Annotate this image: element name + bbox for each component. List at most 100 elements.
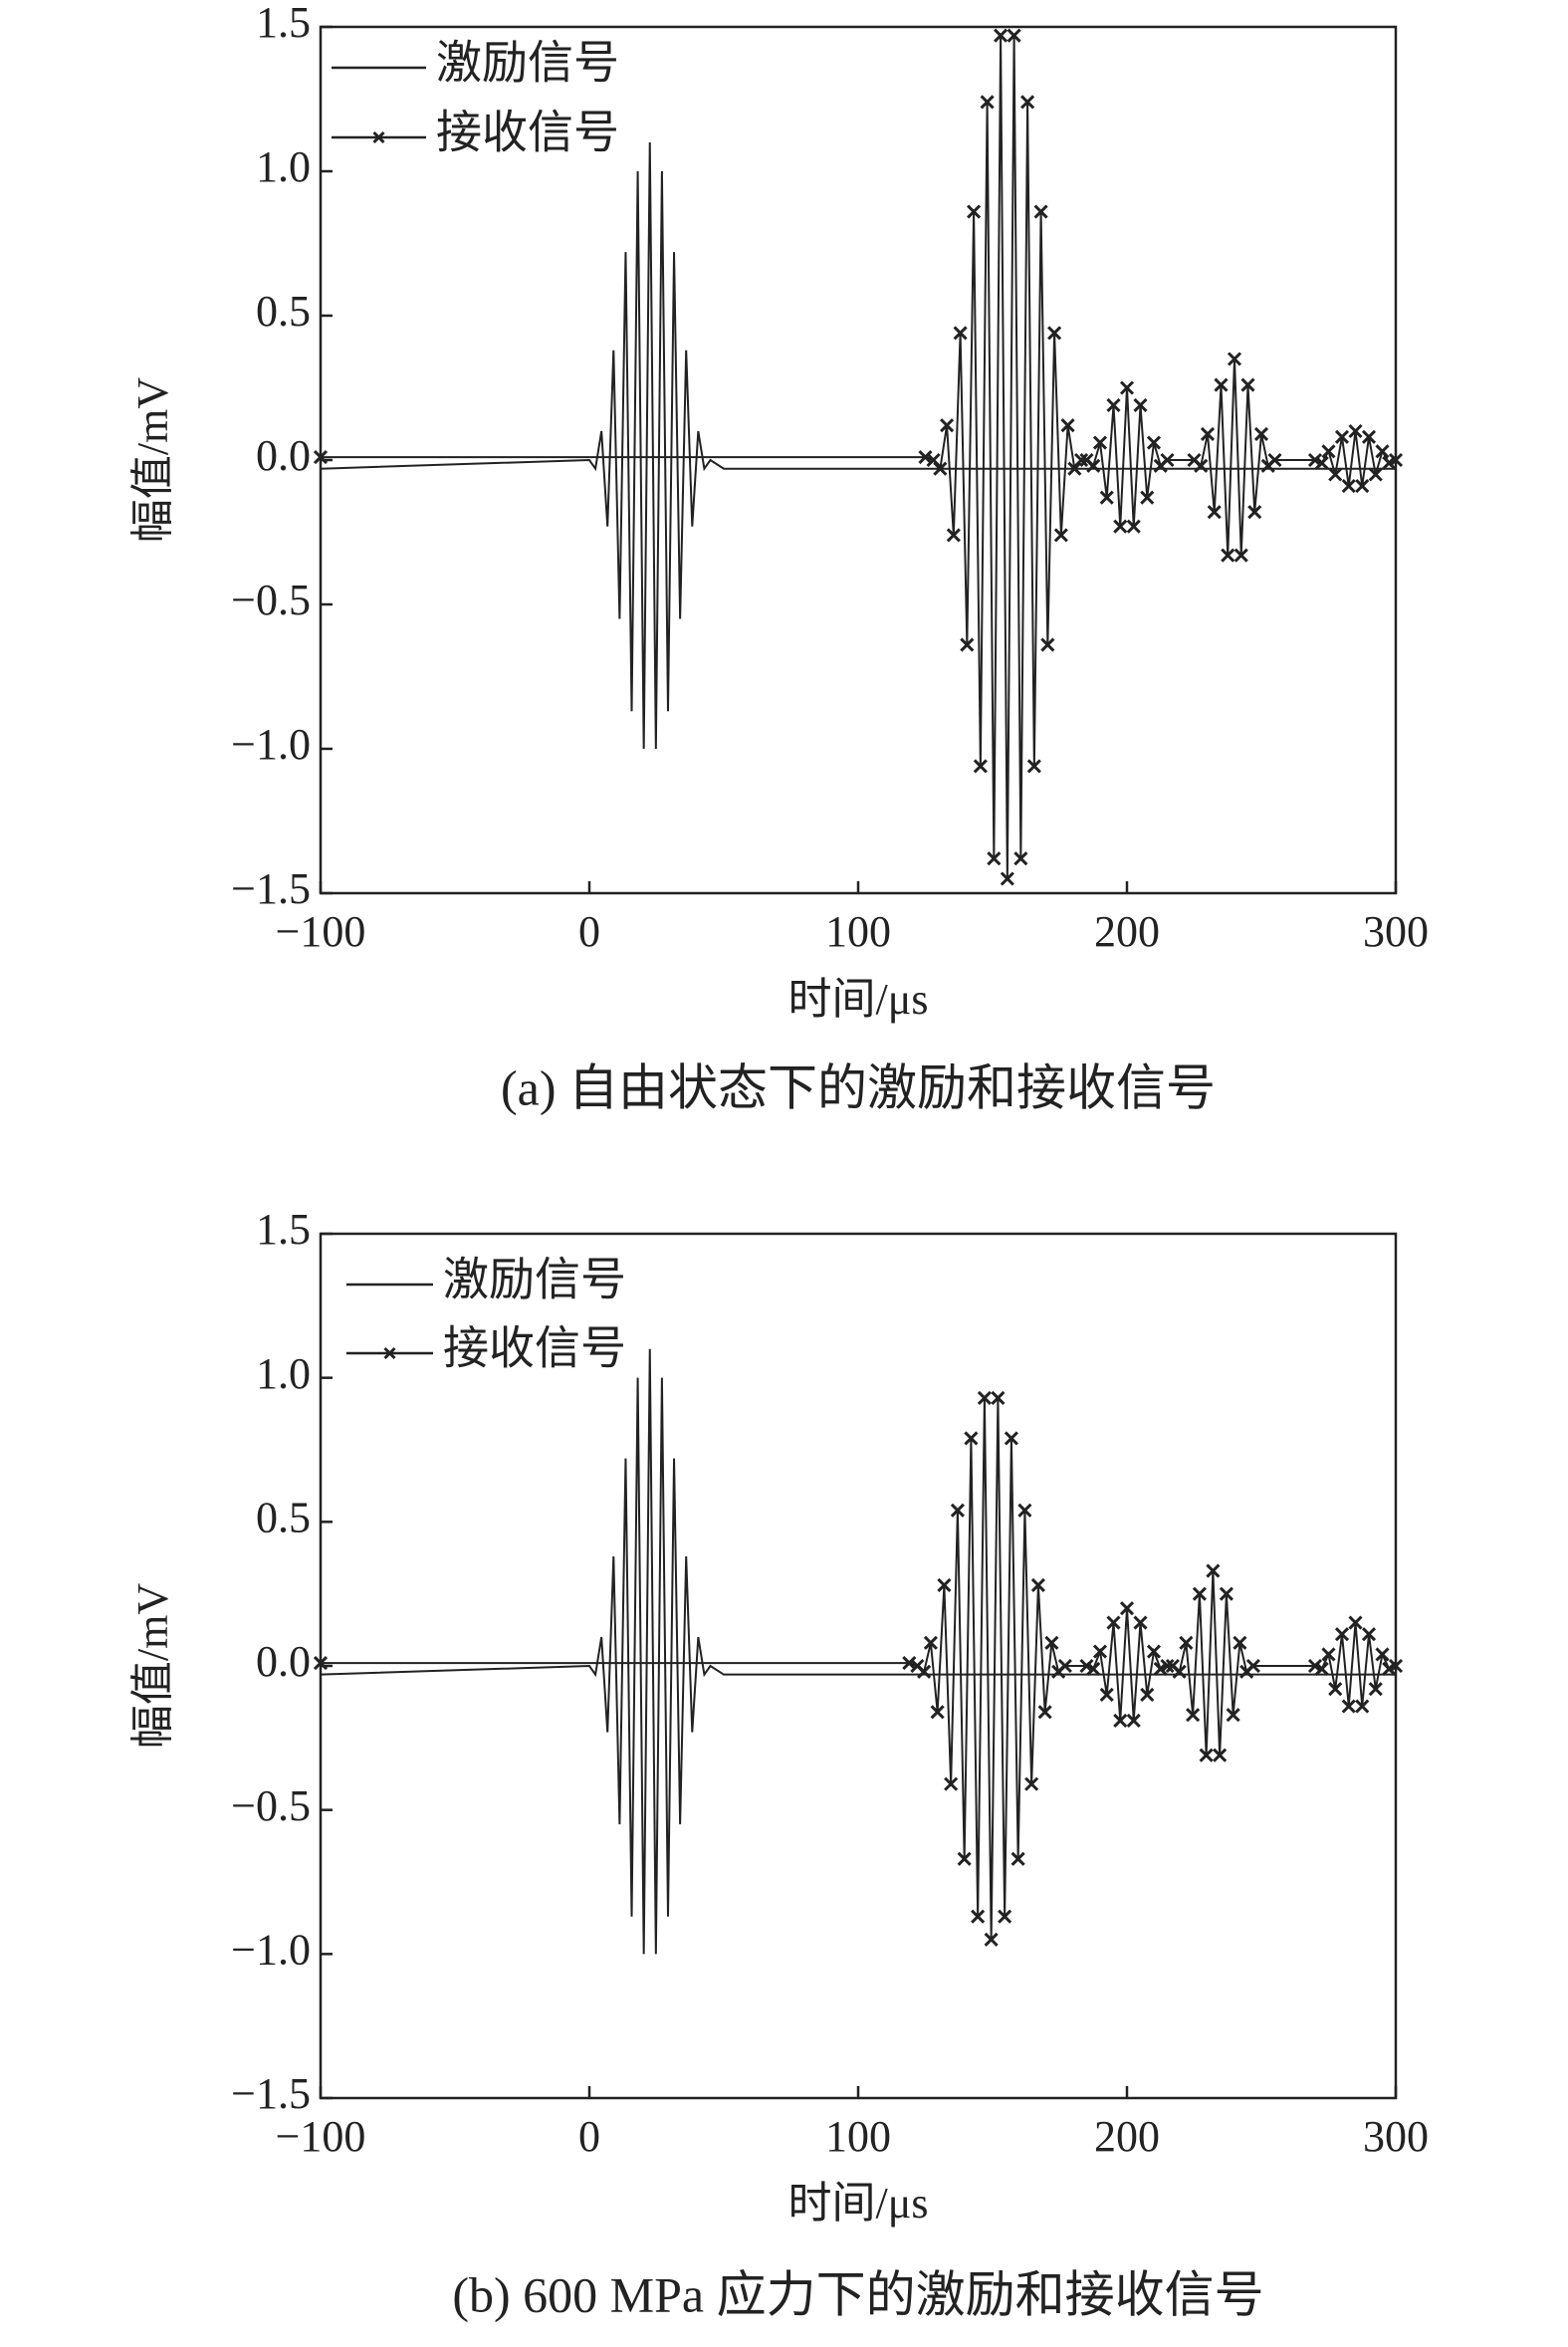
caption: (b) 600 MPa 应力下的激励和接收信号 [452,2266,1263,2322]
marker [1321,1647,1336,1662]
marker [1341,1699,1356,1714]
marker [1020,95,1035,110]
series-line [320,1348,1396,1955]
marker [1017,1503,1032,1518]
series-line [321,35,1397,879]
marker [933,461,948,476]
marker [1026,759,1041,774]
marker [1328,1682,1343,1697]
marker [1321,444,1336,459]
marker [1194,458,1209,473]
marker [1348,423,1363,439]
marker [1172,1664,1187,1679]
marker [1368,467,1383,482]
y-tick-label: 0.5 [256,1493,311,1541]
marker [1133,397,1148,412]
plot [313,1348,1404,1955]
marker [980,95,995,110]
y-tick-label: 1.0 [256,142,311,191]
marker [1033,204,1048,219]
y-axis-label: 幅值/mV [128,377,177,543]
marker [1200,426,1216,441]
x-tick-label: 200 [1094,907,1160,956]
marker [1355,479,1370,494]
marker [1000,871,1014,886]
marker [944,1776,959,1791]
marker [1207,505,1222,520]
legend-label: 激励信号 [436,38,619,89]
x-tick-label: 0 [578,907,600,956]
marker [1024,1776,1039,1791]
marker [1086,458,1101,473]
marker [1099,1687,1114,1702]
marker [1341,479,1356,494]
marker [946,528,961,543]
x-axis-label: 时间/μs [788,975,929,1024]
marker [991,1390,1006,1405]
marker [1314,455,1329,470]
y-tick-label: 1.0 [256,1349,311,1398]
marker [1160,452,1175,468]
marker [1361,429,1377,444]
x-tick-label: −100 [276,907,366,956]
marker [917,1664,932,1679]
marker [1160,1658,1175,1674]
marker [940,418,955,433]
y-tick-label: 0.5 [256,287,311,336]
marker [960,637,975,652]
marker [957,1851,972,1866]
marker [1267,452,1282,468]
marker [1007,28,1021,43]
y-tick-label: 0.0 [256,431,311,480]
legend-label: 接收信号 [443,1323,626,1374]
marker [1146,435,1162,450]
x-axis-label: 时间/μs [788,2179,929,2228]
x-tick-label: 100 [825,907,891,956]
marker [973,759,988,774]
marker [918,450,933,465]
marker [1013,851,1028,866]
marker [1334,429,1350,444]
marker [902,1656,917,1671]
marker [923,1635,938,1650]
marker [1092,1644,1108,1659]
marker [1328,467,1343,482]
marker [1126,519,1141,534]
plot [313,28,1404,886]
y-tick-label: 1.5 [256,0,311,47]
marker [998,1909,1012,1924]
marker [971,1909,986,1924]
marker [1226,1708,1240,1723]
marker [1053,528,1068,543]
y-tick-label: 0.0 [256,1637,311,1686]
marker [1186,1708,1201,1723]
marker [1199,1748,1214,1762]
x-tick-label: 0 [578,2112,600,2161]
marker [1219,1586,1233,1601]
marker [1099,490,1114,505]
marker [1361,1627,1377,1642]
marker [1060,418,1075,433]
x-tick-label: 300 [1363,2112,1429,2161]
series-line [321,1397,1397,1940]
marker [1314,1661,1329,1676]
caption: (a) 自由状态下的激励和接收信号 [501,1059,1216,1115]
marker [1140,490,1155,505]
marker [1368,1682,1383,1697]
y-tick-label: −1.5 [231,2069,311,2118]
legend-label: 接收信号 [436,108,619,158]
marker [1133,1615,1148,1630]
marker [1126,1713,1141,1729]
marker [1004,1431,1018,1446]
marker [1106,1615,1121,1630]
marker [1146,1644,1162,1659]
marker [953,326,968,341]
marker [1179,1635,1194,1650]
marker [1037,1705,1052,1720]
marker [1221,548,1235,563]
marker [977,1390,992,1405]
marker [1047,326,1062,341]
marker [1113,1713,1128,1729]
